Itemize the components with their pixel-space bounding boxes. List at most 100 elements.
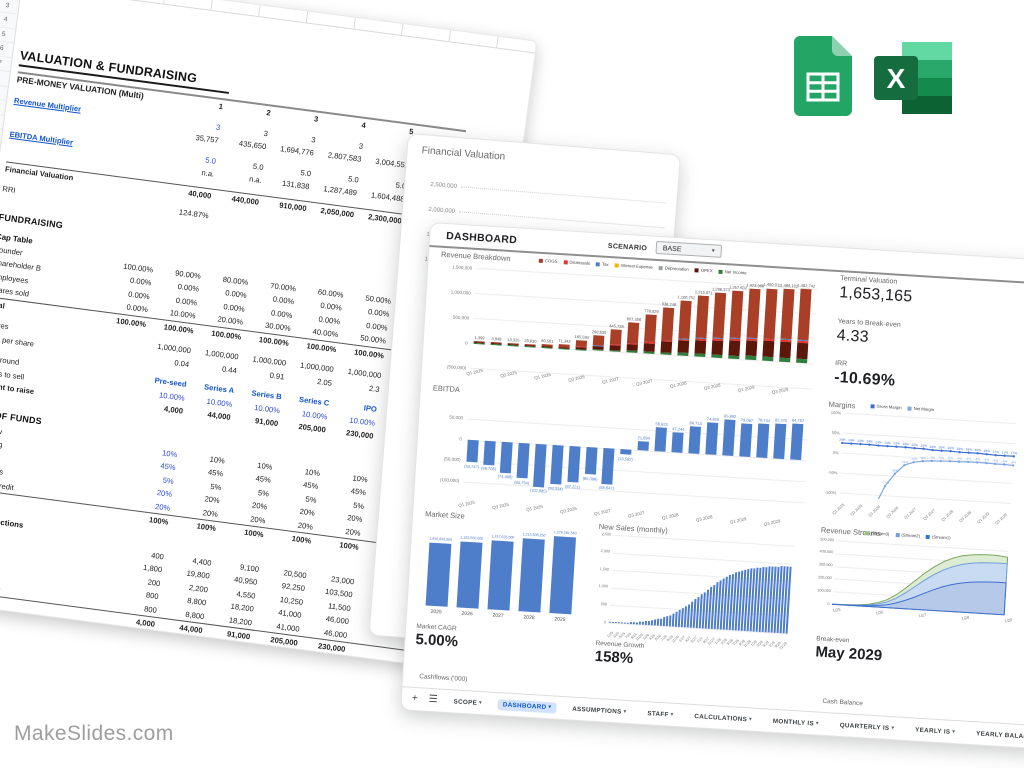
axis-tick-label: Q1 2027 bbox=[904, 507, 918, 520]
bar-segment-opex bbox=[779, 341, 792, 359]
bar bbox=[487, 539, 514, 611]
bar bbox=[614, 622, 617, 624]
bar-segment-opex bbox=[745, 340, 758, 357]
axis-tick-label: Q3 2027 bbox=[627, 509, 646, 519]
axis-tick-label: 1,500 bbox=[599, 566, 610, 572]
all-sheets-menu-icon[interactable]: ☰ bbox=[428, 693, 438, 706]
svg-text:23%: 23% bbox=[884, 441, 891, 445]
kpi-terminal-valuation-value: 1,653,165 bbox=[838, 284, 913, 306]
tab-label: YEARLY BALANCE bbox=[975, 729, 1024, 741]
bar bbox=[550, 444, 564, 485]
axis-tick-label: 2,000 bbox=[600, 549, 611, 554]
margins-plot: 24% 24% 24% 24% 23% 23% 23% 23% 22% 22% 20% 20% 20% 1… bbox=[834, 438, 1017, 508]
legend-item: Interest Expense bbox=[614, 262, 653, 270]
chevron-down-icon: ▾ bbox=[748, 716, 753, 723]
cell: 5.00% bbox=[223, 663, 247, 671]
stacked-bar bbox=[711, 292, 727, 359]
cell bbox=[113, 197, 162, 217]
legend-item: Tax bbox=[595, 261, 609, 267]
bar-segment-net-income bbox=[677, 352, 689, 357]
tab-label: QUARTERLY IS bbox=[839, 721, 890, 732]
legend-item: Depreciation bbox=[658, 265, 689, 272]
sheet-tab-assumptions[interactable]: ASSUMPTIONS ▾ bbox=[567, 703, 632, 718]
bar-segment-opex bbox=[711, 339, 724, 355]
axis-tick-label: Q3 2027 bbox=[635, 378, 654, 387]
bar bbox=[466, 439, 479, 463]
legend-item: Dismissals bbox=[563, 259, 590, 266]
legend-label: Tax bbox=[601, 261, 609, 267]
bar-segment-cogs bbox=[678, 300, 692, 340]
market-cagr-value: 5.00% bbox=[414, 630, 459, 651]
chart-title: EBITDA bbox=[432, 383, 461, 395]
sheet-tab-dashboard[interactable]: DASHBOARD ▾ bbox=[497, 698, 557, 714]
legend-label: Depreciation bbox=[664, 265, 689, 272]
svg-text:24%: 24% bbox=[866, 439, 873, 443]
axis-tick-label: Q3 2025 bbox=[499, 369, 518, 379]
new-sales-chart: New Sales (monthly) 2,500 2,000 1,500 1,000 5… bbox=[592, 522, 801, 650]
tab-label: CALCULATIONS bbox=[694, 712, 748, 723]
chevron-down-icon: ▾ bbox=[623, 708, 627, 715]
axis-tick-label: 1,000,000 bbox=[450, 288, 471, 296]
legend-label: Dismissals bbox=[569, 259, 591, 266]
gridline bbox=[614, 534, 794, 547]
sheet-tab-scope[interactable]: SCOPE ▾ bbox=[448, 696, 487, 709]
chart-title: Market Size bbox=[424, 509, 465, 521]
bar bbox=[654, 427, 667, 452]
bar bbox=[629, 622, 632, 625]
row-number: 10 bbox=[0, 98, 6, 116]
cell bbox=[54, 639, 103, 659]
cell: 2027 bbox=[230, 650, 249, 662]
sheet-tab-quarterly-is[interactable]: QUARTERLY IS ▾ bbox=[834, 719, 899, 734]
bar bbox=[650, 620, 654, 626]
sheet-tab-monthly-is[interactable]: MONTHLY IS ▾ bbox=[768, 715, 825, 729]
bar-segment-opex bbox=[796, 342, 809, 360]
bar-segment-cogs bbox=[712, 292, 727, 339]
sheet-tab-staff[interactable]: STAFF ▾ bbox=[642, 707, 679, 720]
bar bbox=[601, 447, 615, 485]
tab-label: SCOPE bbox=[453, 697, 478, 707]
tab-label: MONTHLY IS bbox=[772, 717, 815, 727]
stacked-bar bbox=[643, 314, 657, 354]
cell: 2,300,000 bbox=[367, 211, 403, 226]
svg-text:23%: 23% bbox=[893, 441, 900, 445]
stacked-bar bbox=[745, 288, 761, 361]
google-sheets-icon bbox=[794, 36, 852, 116]
bar-segment-opex bbox=[762, 340, 775, 358]
svg-text:24%: 24% bbox=[848, 438, 855, 442]
cell: 910,000 bbox=[278, 200, 308, 213]
axis-tick-label: Q1 2025 bbox=[465, 367, 484, 377]
axis-tick-label: 500 bbox=[600, 602, 608, 607]
bar-segment-cogs bbox=[661, 307, 675, 341]
svg-text:-7%: -7% bbox=[929, 456, 935, 460]
svg-text:19%: 19% bbox=[975, 448, 982, 452]
row-number: 4 bbox=[0, 11, 18, 30]
dashboard-card: DASHBOARD SCENARIO BASE ▾ Revenue Breakd… bbox=[400, 222, 1024, 751]
sheet-tab-yearly-is[interactable]: YEARLY IS ▾ bbox=[910, 724, 961, 738]
scenario-dropdown[interactable]: BASE ▾ bbox=[655, 240, 723, 258]
svg-text:22%: 22% bbox=[911, 443, 918, 447]
watermark: MakeSlides.com bbox=[14, 722, 174, 745]
axis-tick-label: Q1 2029 bbox=[729, 516, 747, 525]
svg-text:-5%: -5% bbox=[992, 459, 998, 463]
gridline bbox=[613, 552, 793, 565]
stacked-bar bbox=[660, 307, 675, 355]
bar bbox=[756, 423, 770, 458]
chevron-down-icon: ▾ bbox=[815, 720, 819, 727]
bar bbox=[425, 542, 452, 607]
axis-tick-label: 1/25 bbox=[832, 606, 841, 614]
axis-tick-label: Q3 2028 bbox=[703, 382, 722, 391]
sheet-tab-calculations[interactable]: CALCULATIONS ▾ bbox=[689, 710, 757, 725]
row-number: 8 bbox=[0, 69, 10, 87]
add-sheet-icon[interactable]: + bbox=[411, 692, 419, 705]
stacked-bar bbox=[626, 321, 640, 353]
row-label: Risk Free Rate bbox=[0, 624, 56, 652]
cell: 5.00% bbox=[245, 664, 294, 671]
bar bbox=[647, 620, 651, 626]
break-even-value: May 2029 bbox=[814, 643, 883, 665]
sheet-tab-yearly-balance[interactable]: YEARLY BALANCE▾ bbox=[971, 727, 1024, 743]
bar bbox=[632, 622, 635, 625]
bar-segment-cogs bbox=[626, 321, 640, 344]
cell bbox=[255, 216, 304, 236]
bar bbox=[641, 621, 644, 625]
axis-tick-label: 0 bbox=[465, 339, 468, 346]
